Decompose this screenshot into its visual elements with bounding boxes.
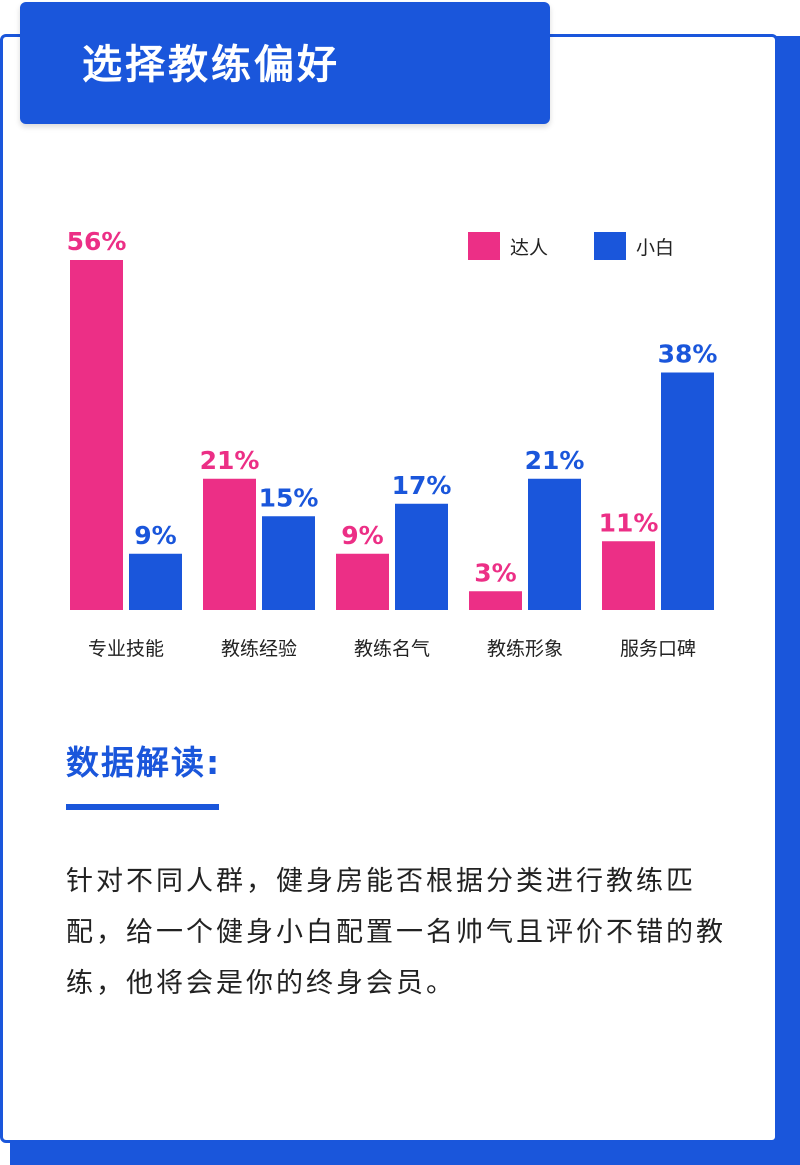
category-label-2: 教练名气	[354, 638, 430, 660]
bar-daren-1	[203, 478, 256, 610]
analysis-text: 针对不同人群，健身房能否根据分类进行教练匹配，给一个健身小白配置一名帅气且评价不…	[66, 866, 726, 999]
analysis-underline	[66, 804, 219, 810]
category-label-0: 专业技能	[88, 638, 164, 660]
bar-xiaobai-2	[395, 503, 448, 610]
data-label-daren-4: 11%	[599, 508, 659, 537]
bar-xiaobai-3	[528, 478, 581, 610]
bar-daren-4	[602, 541, 655, 610]
bar-xiaobai-0	[129, 553, 182, 610]
title-banner: 选择教练偏好	[20, 2, 550, 124]
bar-xiaobai-1	[262, 516, 315, 610]
legend-swatch-daren	[468, 232, 500, 260]
data-label-daren-0: 56%	[67, 227, 127, 256]
category-label-4: 服务口碑	[620, 638, 696, 660]
bar-daren-2	[336, 553, 389, 610]
bar-xiaobai-4	[661, 372, 714, 610]
data-label-xiaobai-3: 21%	[525, 446, 585, 475]
legend-swatch-xiaobai	[594, 232, 626, 260]
category-label-1: 教练经验	[221, 638, 297, 660]
legend-label-daren: 达人	[510, 237, 548, 259]
data-label-xiaobai-2: 17%	[392, 471, 452, 500]
data-label-daren-3: 3%	[474, 558, 516, 587]
data-label-daren-2: 9%	[341, 521, 383, 550]
data-label-xiaobai-0: 9%	[134, 521, 176, 550]
data-label-xiaobai-4: 38%	[658, 340, 718, 369]
page-title: 选择教练偏好	[82, 42, 340, 88]
data-label-xiaobai-1: 15%	[259, 483, 319, 512]
bar-daren-3	[469, 591, 522, 610]
bar-daren-0	[70, 260, 123, 610]
legend-label-xiaobai: 小白	[636, 237, 674, 259]
analysis-heading: 数据解读:	[66, 743, 222, 782]
category-label-3: 教练形象	[487, 638, 563, 660]
data-label-daren-1: 21%	[200, 446, 260, 475]
bar-chart: 56% 9% 专业技能 21% 15% 教练经验 9% 17% 教练名气 3% 21% 教练形象 11%…	[67, 227, 718, 660]
